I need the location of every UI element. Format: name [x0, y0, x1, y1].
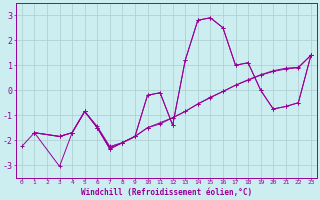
X-axis label: Windchill (Refroidissement éolien,°C): Windchill (Refroidissement éolien,°C) [81, 188, 252, 197]
